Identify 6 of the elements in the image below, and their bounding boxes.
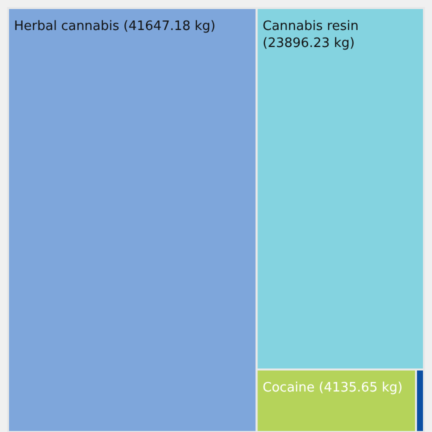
data-label: (23896.23 kg) <box>262 36 355 51</box>
category-label: Cannabis resin <box>262 18 359 34</box>
category-label: Cocaine <box>262 380 315 396</box>
data-label: (4135.65 kg) <box>318 380 403 396</box>
category-label: Herbal cannabis <box>14 18 120 34</box>
data-label: (41647.18 kg) <box>123 18 216 34</box>
